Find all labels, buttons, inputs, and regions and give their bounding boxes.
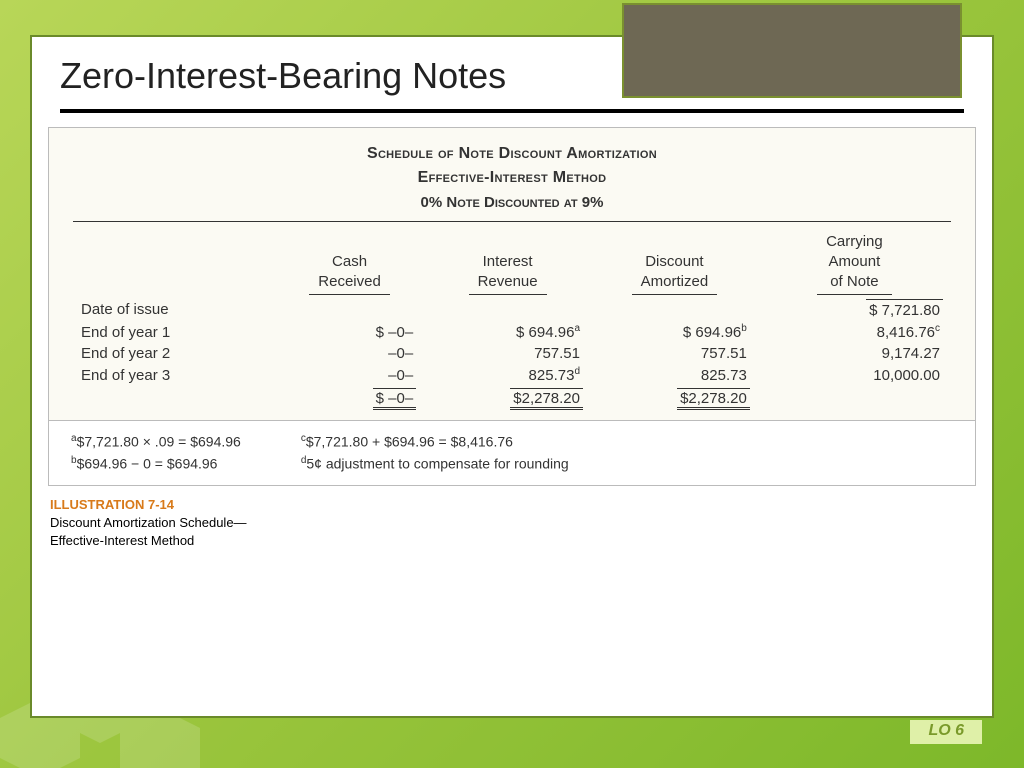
amortization-table: CashReceived InterestRevenue DiscountAmo…: [73, 230, 951, 413]
illustration-number: ILLUSTRATION 7-14: [50, 497, 174, 512]
lo-badge: LO 6: [910, 720, 982, 744]
schedule-rule: [73, 221, 951, 222]
illustration-line2: Effective-Interest Method: [50, 533, 194, 548]
slide-frame: Zero-Interest-Bearing Notes Schedule of …: [30, 35, 994, 718]
col-interest: InterestRevenue: [469, 252, 547, 296]
schedule-header-line1: Schedule of Note Discount Amortization: [73, 142, 951, 166]
col-cash: CashReceived: [309, 252, 390, 296]
schedule-header-line2: Effective-Interest Method: [73, 166, 951, 190]
schedule-box: Schedule of Note Discount Amortization E…: [48, 127, 976, 421]
illustration-line1: Discount Amortization Schedule—: [50, 515, 247, 530]
table-row: End of year 3 –0– 825.73d 825.73 10,000.…: [73, 364, 951, 386]
table-row: End of year 2 –0– 757.51 757.51 9,174.27: [73, 343, 951, 364]
table-row: Date of issue $ 7,721.80: [73, 297, 951, 321]
schedule-header-line3: 0% Note Discounted at 9%: [73, 192, 951, 215]
illustration-caption: ILLUSTRATION 7-14 Discount Amortization …: [50, 496, 992, 551]
col-carrying: CarryingAmountof Note: [817, 232, 892, 296]
top-accent-box: [622, 3, 962, 98]
table-totals: $ –0– $2,278.20 $2,278.20: [73, 386, 951, 412]
footnotes-col-right: c$7,721.80 + $694.96 = $8,416.76 d5¢ adj…: [301, 431, 569, 474]
col-discount: DiscountAmortized: [632, 252, 718, 296]
footnotes-col-left: a$7,721.80 × .09 = $694.96 b$694.96 − 0 …: [71, 431, 241, 474]
schedule-header: Schedule of Note Discount Amortization E…: [73, 142, 951, 215]
title-underline: [60, 109, 964, 113]
footnotes-box: a$7,721.80 × .09 = $694.96 b$694.96 − 0 …: [48, 421, 976, 485]
table-row: End of year 1 $ –0– $ 694.96a $ 694.96b …: [73, 321, 951, 343]
